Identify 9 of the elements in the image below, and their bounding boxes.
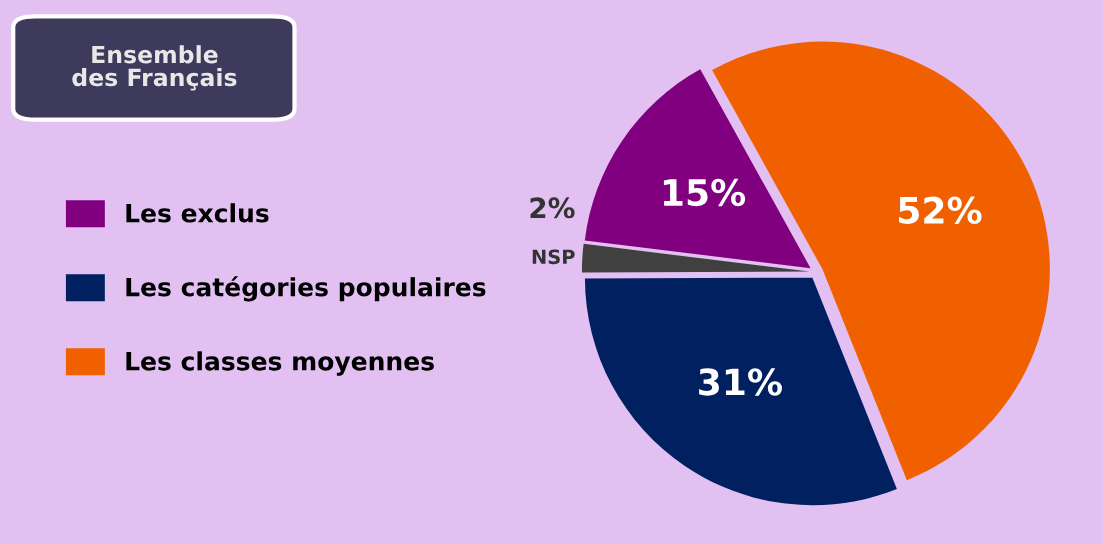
legend-label: Les catégories populaires (126, 276, 486, 302)
data-label: 2% (530, 197, 575, 219)
data-label: 31% (699, 368, 782, 396)
legend-label: Les classes moyennes (126, 351, 434, 376)
legend-label: Les exclus (126, 203, 269, 223)
data-label: 15% (663, 178, 746, 207)
slice-label: NSP (532, 249, 575, 265)
text: Ensemble des Français (72, 45, 237, 91)
data-label: 52% (899, 196, 982, 224)
